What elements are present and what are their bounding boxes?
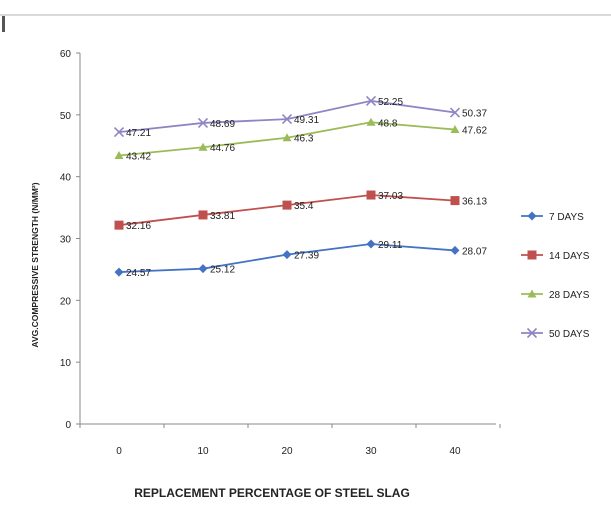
corner-mark [2, 16, 5, 32]
data-point [366, 117, 376, 126]
legend-marker [526, 327, 538, 339]
legend: 7 DAYS 14 DAYS 28 DAYS 50 DAYS [521, 211, 590, 340]
data-label: 37.03 [378, 191, 403, 202]
data-point [198, 210, 208, 220]
data-label: 50.37 [462, 109, 487, 120]
data-point [450, 196, 460, 206]
data-label: 48.8 [378, 118, 398, 129]
axes: 0 10 20 30 40 50 60 0 10 20 30 40 [60, 49, 501, 457]
cross-stroke [197, 117, 209, 128]
series-28-days: 43.42 44.76 46.3 48.8 47.62 [114, 117, 487, 163]
y-tick-label: 40 [60, 173, 72, 184]
data-point [366, 239, 376, 249]
data-point [366, 190, 376, 200]
data-point [113, 127, 125, 138]
data-label: 27.39 [294, 251, 319, 262]
data-label: 24.57 [126, 268, 151, 279]
series-layer: 24.57 25.1227.3929.1128.0732.1633.8135.43… [113, 95, 487, 279]
y-axis-label: AVG.COMPRESSIVE STRENGTH (N/MM²) [30, 182, 40, 347]
cross-stroke [365, 95, 377, 106]
data-label: 48.69 [210, 119, 235, 130]
data-point [197, 117, 209, 128]
data-point [198, 264, 208, 274]
series-line [118, 100, 456, 133]
data-label: 32.16 [126, 221, 151, 232]
x-tick-label: 40 [449, 446, 461, 457]
legend-item: 50 DAYS [521, 327, 590, 340]
series-50-days: 47.21 48.69 49.31 52.25 50.37 [113, 95, 487, 139]
data-label: 28.07 [462, 246, 487, 257]
data-point [282, 133, 292, 142]
y-tick-label: 20 [60, 296, 72, 307]
data-point [282, 250, 292, 260]
legend-marker [527, 250, 537, 260]
data-label: 36.13 [462, 197, 487, 208]
cross-stroke [113, 127, 125, 138]
data-point [449, 107, 461, 118]
data-point [281, 114, 293, 125]
y-tick-label: 30 [60, 235, 72, 246]
legend-item: 14 DAYS [521, 250, 590, 262]
data-point [198, 142, 208, 151]
data-label: 44.76 [210, 143, 235, 154]
cross-stroke [526, 327, 538, 339]
cross-stroke [449, 107, 461, 118]
data-point [450, 125, 460, 134]
cross-stroke [281, 114, 293, 125]
data-point [114, 267, 124, 277]
legend-marker [527, 289, 537, 298]
legend-label: 7 DAYS [549, 212, 584, 223]
x-tick-label: 30 [365, 446, 377, 457]
series-7-days: 24.57 25.12 27.39 29.11 28.07 [114, 239, 487, 279]
data-label: 35.4 [294, 201, 314, 212]
y-tick-label: 10 [60, 358, 72, 369]
legend-label: 50 DAYS [549, 329, 590, 340]
data-label: 47.62 [462, 126, 487, 137]
data-label: 33.81 [210, 211, 235, 222]
y-tick-label: 0 [65, 420, 71, 431]
legend-label: 28 DAYS [549, 290, 590, 301]
legend-item: 28 DAYS [521, 289, 590, 301]
data-label: 49.31 [294, 115, 319, 126]
data-label: 43.42 [126, 152, 151, 163]
y-tick-label: 50 [60, 111, 72, 122]
data-point [282, 200, 292, 210]
data-label: 46.3 [294, 134, 314, 145]
x-tick-label: 20 [281, 446, 293, 457]
x-tick-label: 0 [116, 446, 122, 457]
top-border [0, 14, 611, 16]
data-point [365, 95, 377, 106]
legend-marker [527, 211, 537, 221]
data-label: 29.11 [378, 240, 403, 251]
data-point [114, 151, 124, 160]
x-tick-label: 10 [197, 446, 209, 457]
x-axis-label: REPLACEMENT PERCENTAGE OF STEEL SLAG [134, 486, 410, 500]
legend-label: 14 DAYS [549, 251, 590, 262]
data-label: 47.21 [126, 128, 151, 139]
series-line [118, 194, 456, 227]
series-14-days: 32.16 33.81 35.4 37.03 36.13 [114, 190, 487, 232]
y-tick-label: 60 [60, 49, 72, 60]
data-label: 52.25 [378, 97, 403, 108]
data-label: 25.12 [210, 265, 235, 276]
legend-item: 7 DAYS [521, 211, 584, 223]
data-point [114, 220, 124, 230]
data-point [450, 245, 460, 255]
